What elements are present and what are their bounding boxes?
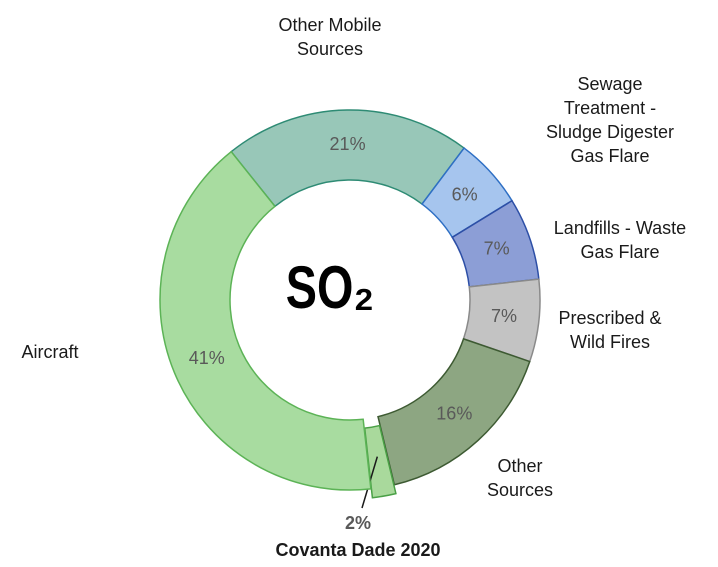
category-label: Other Sources <box>486 456 554 500</box>
value-label: 16% <box>436 403 472 423</box>
center-label: SO₂ <box>286 254 374 321</box>
category-label: Sewage Treatment - Sludge Digester Gas F… <box>545 74 675 166</box>
value-label: 41% <box>189 348 225 368</box>
donut-slice <box>159 150 372 491</box>
value-label: 6% <box>452 184 478 204</box>
value-label: 7% <box>491 306 517 326</box>
category-label: Aircraft <box>21 342 79 362</box>
category-label: Landfills - Waste Gas Flare <box>553 218 687 262</box>
category-label: Covanta Dade 2020 <box>275 540 441 560</box>
category-label: Other Mobile Sources <box>278 15 382 59</box>
value-label: 2% <box>345 513 371 533</box>
category-label: Prescribed & Wild Fires <box>558 308 662 352</box>
value-label: 7% <box>484 239 510 259</box>
donut-slice <box>230 109 466 208</box>
value-label: 21% <box>330 134 366 154</box>
